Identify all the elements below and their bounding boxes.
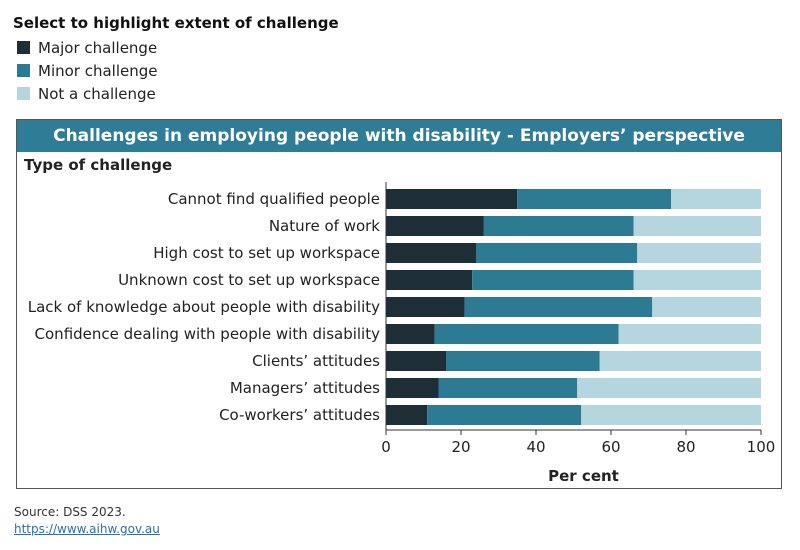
legend-title: Select to highlight extent of challenge bbox=[13, 14, 339, 32]
legend-label-minor: Minor challenge bbox=[38, 61, 158, 80]
x-tick-label: 40 bbox=[526, 438, 545, 456]
x-tick-label: 60 bbox=[601, 438, 620, 456]
source-link[interactable]: https://www.aihw.gov.au bbox=[14, 522, 160, 536]
category-label: Unknown cost to set up workspace bbox=[118, 271, 380, 289]
x-axis-title: Per cent bbox=[548, 467, 619, 485]
legend-item-minor[interactable]: Minor challenge bbox=[13, 59, 339, 82]
bar-segment-minor bbox=[427, 405, 581, 425]
category-label: Cannot find qualified people bbox=[168, 190, 380, 208]
bar-segment-major bbox=[386, 405, 428, 425]
source-note: Source: DSS 2023. bbox=[14, 505, 126, 519]
legend-swatch-minor bbox=[17, 64, 30, 77]
category-label: Lack of knowledge about people with disa… bbox=[28, 298, 380, 316]
bar-segment-not bbox=[581, 405, 761, 425]
bar-segment-not bbox=[599, 351, 761, 371]
chart-panel: Challenges in employing people with disa… bbox=[16, 119, 782, 489]
legend: Select to highlight extent of challenge … bbox=[13, 14, 339, 105]
legend-swatch-major bbox=[17, 41, 30, 54]
bar-segment-minor bbox=[476, 243, 638, 263]
bar-segment-not bbox=[633, 270, 761, 290]
bar-segment-major bbox=[386, 189, 518, 209]
legend-swatch-not bbox=[17, 87, 30, 100]
bar-segment-not bbox=[633, 216, 761, 236]
legend-item-major[interactable]: Major challenge bbox=[13, 36, 339, 59]
category-label: Clients’ attitudes bbox=[252, 352, 380, 370]
bar-segment-major bbox=[386, 378, 439, 398]
bar-segment-not bbox=[671, 189, 761, 209]
legend-label-major: Major challenge bbox=[38, 38, 158, 57]
bar-segment-minor bbox=[517, 189, 671, 209]
bar-segment-minor bbox=[446, 351, 600, 371]
bar-segment-minor bbox=[483, 216, 634, 236]
bar-chart: Cannot find qualified people Nature of wo… bbox=[28, 182, 776, 485]
bar-segment-not bbox=[637, 243, 761, 263]
bar-segment-major bbox=[386, 324, 435, 344]
x-tick-label: 80 bbox=[676, 438, 695, 456]
bar-segment-not bbox=[652, 297, 761, 317]
legend-item-not[interactable]: Not a challenge bbox=[13, 82, 339, 105]
bar-segment-minor bbox=[472, 270, 634, 290]
bar-segment-not bbox=[618, 324, 761, 344]
category-label: Nature of work bbox=[269, 217, 380, 235]
category-label: Confidence dealing with people with disa… bbox=[35, 325, 381, 343]
x-tick-label: 100 bbox=[747, 438, 776, 456]
x-tick-label: 20 bbox=[451, 438, 470, 456]
category-label: High cost to set up workspace bbox=[153, 244, 380, 262]
y-axis-title: Type of challenge bbox=[24, 156, 173, 174]
x-tick-label: 0 bbox=[381, 438, 391, 456]
legend-label-not: Not a challenge bbox=[38, 84, 156, 103]
bar-segment-major bbox=[386, 243, 476, 263]
bar-segment-major bbox=[386, 216, 484, 236]
bar-segment-minor bbox=[438, 378, 578, 398]
bar-segment-minor bbox=[434, 324, 619, 344]
bar-segment-minor bbox=[464, 297, 653, 317]
category-label: Managers’ attitudes bbox=[230, 379, 380, 397]
bar-segment-major bbox=[386, 270, 473, 290]
bar-segment-major bbox=[386, 351, 446, 371]
chart-title: Challenges in employing people with disa… bbox=[17, 120, 781, 152]
bar-segment-not bbox=[577, 378, 761, 398]
bar-segment-major bbox=[386, 297, 465, 317]
category-label: Co-workers’ attitudes bbox=[219, 406, 380, 424]
